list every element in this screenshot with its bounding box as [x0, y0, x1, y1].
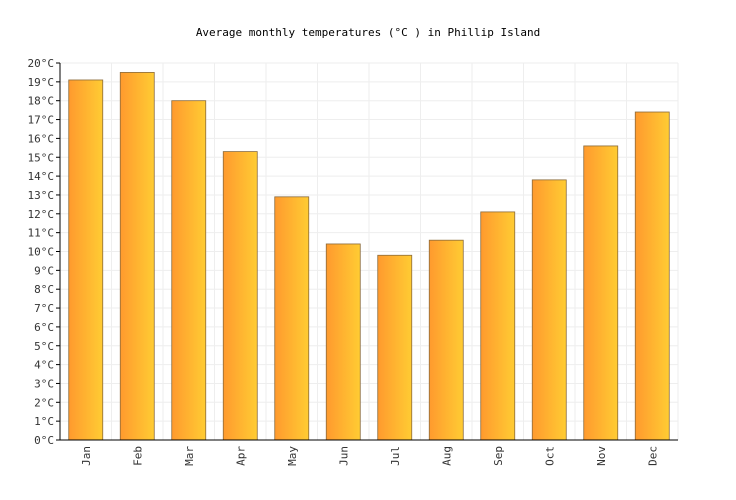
bar-sep — [480, 211, 516, 441]
axes — [56, 62, 678, 441]
x-tick-label: Sep — [492, 446, 505, 466]
bar-nov — [583, 145, 619, 441]
y-tick-label: 13°C — [28, 189, 55, 202]
y-tick-label: 7°C — [34, 302, 54, 315]
x-axis-ticks: Jan Feb Mar Apr May Jun Jul Aug Sep Oct Nov Dec — [80, 446, 660, 466]
y-tick-label: 1°C — [34, 415, 54, 428]
x-tick-label: Nov — [595, 446, 608, 466]
y-tick-label: 3°C — [34, 377, 54, 390]
y-tick-label: 2°C — [34, 396, 54, 409]
x-tick-label: May — [286, 446, 299, 466]
x-tick-label: Jun — [337, 446, 350, 466]
y-tick-label: 20°C — [28, 57, 55, 70]
y-tick-label: 16°C — [28, 132, 55, 145]
y-tick-label: 17°C — [28, 114, 55, 127]
x-tick-label: Apr — [234, 446, 247, 466]
x-tick-label: Oct — [543, 446, 556, 466]
bar-apr — [222, 151, 258, 441]
bar-aug — [428, 239, 464, 441]
x-tick-label: Mar — [183, 446, 196, 466]
y-tick-label: 18°C — [28, 95, 55, 108]
y-tick-label: 12°C — [28, 208, 55, 221]
bar-oct — [531, 179, 567, 441]
x-tick-label: Feb — [131, 446, 144, 466]
bar-feb — [119, 72, 155, 441]
x-tick-label: Dec — [646, 446, 659, 466]
x-tick-label: Jul — [389, 446, 402, 466]
bar-may — [274, 196, 310, 441]
y-tick-label: 9°C — [34, 264, 54, 277]
bars — [68, 72, 670, 441]
chart-title: Average monthly temperatures (°C ) in Ph… — [196, 26, 540, 39]
y-tick-label: 8°C — [34, 283, 54, 296]
y-tick-label: 10°C — [28, 246, 55, 259]
y-tick-label: 5°C — [34, 340, 54, 353]
y-tick-label: 14°C — [28, 170, 55, 183]
bar-jun — [325, 243, 361, 441]
bar-jan — [68, 79, 104, 441]
y-axis-ticks: 0°C 1°C 2°C 3°C 4°C 5°C 6°C 7°C 8°C 9°C 10°C 11°C 12… — [28, 57, 55, 447]
y-tick-label: 11°C — [28, 227, 55, 240]
bar-dec — [634, 111, 670, 441]
grid — [60, 62, 679, 440]
x-tick-label: Jan — [80, 446, 93, 466]
y-tick-label: 4°C — [34, 359, 54, 372]
x-tick-label: Aug — [440, 446, 453, 466]
bar-mar — [171, 100, 207, 441]
y-tick-label: 15°C — [28, 151, 55, 164]
y-tick-label: 0°C — [34, 434, 54, 447]
y-tick-label: 19°C — [28, 76, 55, 89]
bar-jul — [377, 254, 413, 441]
y-tick-label: 6°C — [34, 321, 54, 334]
